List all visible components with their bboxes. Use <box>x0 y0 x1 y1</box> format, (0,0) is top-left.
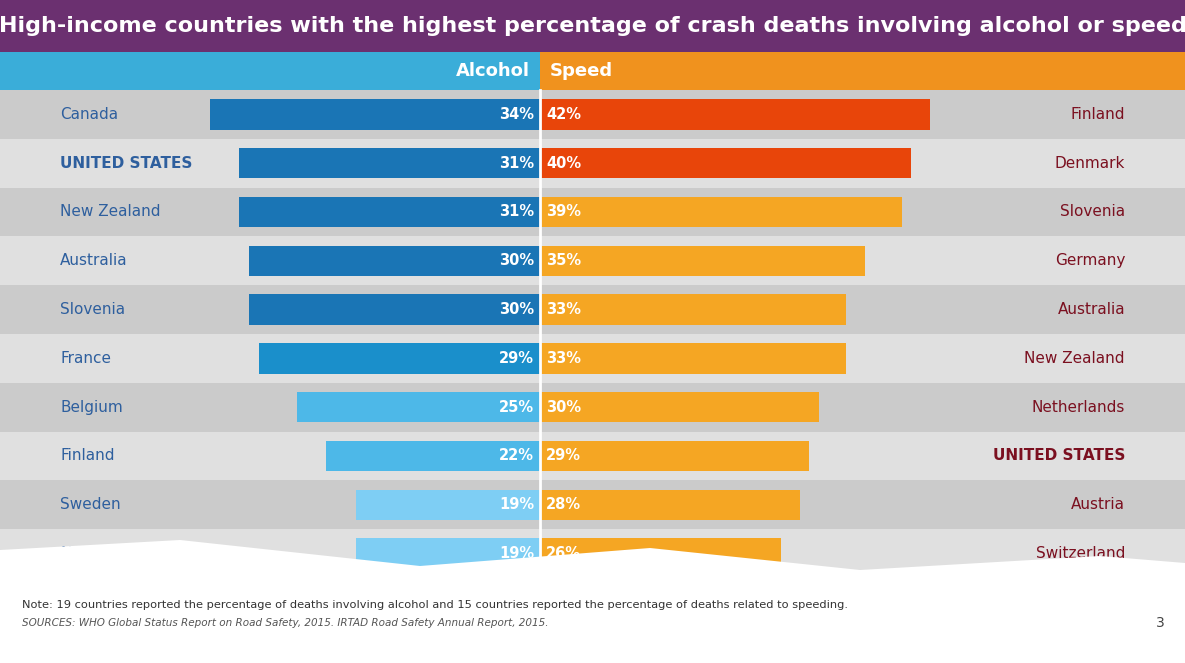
FancyBboxPatch shape <box>0 432 1185 481</box>
FancyBboxPatch shape <box>0 285 1185 334</box>
Text: Speed: Speed <box>550 62 613 80</box>
Text: 22%: 22% <box>499 448 534 463</box>
Text: Canada: Canada <box>60 107 118 122</box>
Text: 35%: 35% <box>546 253 581 269</box>
Text: 42%: 42% <box>546 107 581 122</box>
Text: SOURCES: WHO Global Status Report on Road Safety, 2015. IRTAD Road Safety Annual: SOURCES: WHO Global Status Report on Roa… <box>23 618 549 628</box>
Text: Australia: Australia <box>1057 302 1125 317</box>
FancyBboxPatch shape <box>540 197 902 227</box>
Text: Switzerland: Switzerland <box>1036 546 1125 561</box>
FancyBboxPatch shape <box>0 139 1185 188</box>
FancyBboxPatch shape <box>0 383 1185 432</box>
Text: Finland: Finland <box>1070 107 1125 122</box>
FancyBboxPatch shape <box>0 237 1185 285</box>
FancyBboxPatch shape <box>239 148 540 178</box>
FancyBboxPatch shape <box>540 52 1185 90</box>
Text: 34%: 34% <box>499 107 534 122</box>
Text: 29%: 29% <box>546 448 581 463</box>
FancyBboxPatch shape <box>297 392 540 422</box>
FancyBboxPatch shape <box>0 334 1185 383</box>
Text: Denmark: Denmark <box>1055 156 1125 170</box>
FancyBboxPatch shape <box>540 343 846 373</box>
Text: 29%: 29% <box>499 351 534 366</box>
Text: Note: 19 countries reported the percentage of deaths involving alcohol and 15 co: Note: 19 countries reported the percenta… <box>23 600 848 610</box>
FancyBboxPatch shape <box>258 343 540 373</box>
FancyBboxPatch shape <box>0 529 1185 578</box>
FancyBboxPatch shape <box>0 481 1185 529</box>
FancyBboxPatch shape <box>239 197 540 227</box>
FancyBboxPatch shape <box>249 294 540 325</box>
FancyBboxPatch shape <box>540 392 819 422</box>
Text: Austria: Austria <box>1071 497 1125 512</box>
FancyBboxPatch shape <box>249 246 540 276</box>
Text: Slovenia: Slovenia <box>60 302 126 317</box>
Text: Alcohol: Alcohol <box>456 62 530 80</box>
Text: 39%: 39% <box>546 204 581 219</box>
Text: New Zealand: New Zealand <box>1025 351 1125 366</box>
FancyBboxPatch shape <box>540 441 809 471</box>
FancyBboxPatch shape <box>0 188 1185 237</box>
FancyBboxPatch shape <box>540 246 865 276</box>
Text: Slovenia: Slovenia <box>1059 204 1125 219</box>
Text: Netherlands: Netherlands <box>60 546 153 561</box>
Text: UNITED STATES: UNITED STATES <box>60 156 192 170</box>
FancyBboxPatch shape <box>540 148 911 178</box>
Text: Finland: Finland <box>60 448 115 463</box>
Text: 31%: 31% <box>499 204 534 219</box>
FancyBboxPatch shape <box>0 52 1185 90</box>
Text: Sweden: Sweden <box>60 497 121 512</box>
Text: 31%: 31% <box>499 156 534 170</box>
Text: 30%: 30% <box>546 400 581 414</box>
Polygon shape <box>0 540 1185 663</box>
Text: Germany: Germany <box>1055 253 1125 269</box>
Text: Netherlands: Netherlands <box>1032 400 1125 414</box>
FancyBboxPatch shape <box>540 99 930 129</box>
Text: 28%: 28% <box>546 497 581 512</box>
FancyBboxPatch shape <box>540 538 781 569</box>
Text: 33%: 33% <box>546 302 581 317</box>
FancyBboxPatch shape <box>540 294 846 325</box>
Text: Australia: Australia <box>60 253 128 269</box>
FancyBboxPatch shape <box>0 90 1185 139</box>
Text: 30%: 30% <box>499 302 534 317</box>
Text: 26%: 26% <box>546 546 581 561</box>
Text: 25%: 25% <box>499 400 534 414</box>
Text: 33%: 33% <box>546 351 581 366</box>
FancyBboxPatch shape <box>356 490 540 520</box>
FancyBboxPatch shape <box>327 441 540 471</box>
FancyBboxPatch shape <box>0 578 1185 663</box>
Text: High-income countries with the highest percentage of crash deaths involving alco: High-income countries with the highest p… <box>0 16 1185 36</box>
Text: UNITED STATES: UNITED STATES <box>993 448 1125 463</box>
Text: New Zealand: New Zealand <box>60 204 160 219</box>
FancyBboxPatch shape <box>356 538 540 569</box>
FancyBboxPatch shape <box>210 99 540 129</box>
FancyBboxPatch shape <box>540 490 800 520</box>
FancyBboxPatch shape <box>0 0 1185 52</box>
Text: France: France <box>60 351 111 366</box>
Text: 19%: 19% <box>499 497 534 512</box>
Text: 19%: 19% <box>499 546 534 561</box>
Text: 40%: 40% <box>546 156 581 170</box>
Text: 30%: 30% <box>499 253 534 269</box>
Text: 3: 3 <box>1155 616 1165 630</box>
Text: Belgium: Belgium <box>60 400 123 414</box>
